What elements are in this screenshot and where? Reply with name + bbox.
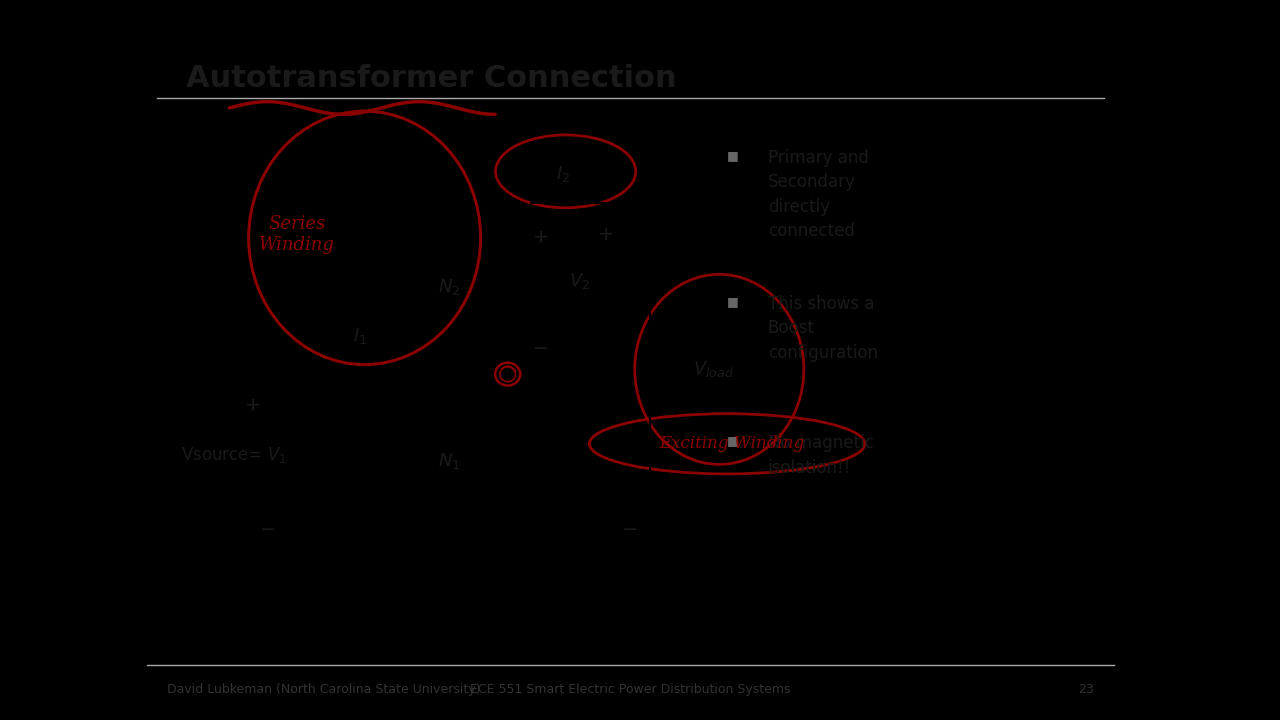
Text: ■: ■ [727,295,739,308]
Text: +: + [534,228,549,248]
Text: +: + [598,225,614,244]
Text: $I_2$: $I_2$ [556,164,570,184]
Text: No magnetic
isolation!!: No magnetic isolation!! [768,434,873,477]
Text: +: + [246,396,261,415]
Text: −: − [622,520,639,539]
Text: Autotransformer Connection: Autotransformer Connection [186,63,677,93]
Text: ECE 551 Smart Electric Power Distribution Systems: ECE 551 Smart Electric Power Distributio… [470,683,791,696]
Text: David Lubkeman (North Carolina State University): David Lubkeman (North Carolina State Uni… [166,683,480,696]
Text: Primary and
Secondary
directly
connected: Primary and Secondary directly connected [768,149,869,240]
Text: $N_1$: $N_1$ [438,451,460,471]
Text: 23: 23 [1079,683,1094,696]
Text: −: − [534,339,549,359]
Text: Series
Winding: Series Winding [259,215,335,254]
Text: ■: ■ [727,149,739,162]
Text: This shows a
Boost
configuration: This shows a Boost configuration [768,295,878,361]
Text: $N_2$: $N_2$ [438,277,460,297]
Text: Vsource= $V_1$: Vsource= $V_1$ [180,445,287,465]
Text: Exciting Winding: Exciting Winding [659,436,805,452]
Text: −: − [260,520,276,539]
Text: ■: ■ [727,434,739,447]
Text: $I_1$: $I_1$ [353,325,367,346]
Text: $V_2$: $V_2$ [568,271,590,291]
Text: $V_{load}$: $V_{load}$ [694,359,735,379]
